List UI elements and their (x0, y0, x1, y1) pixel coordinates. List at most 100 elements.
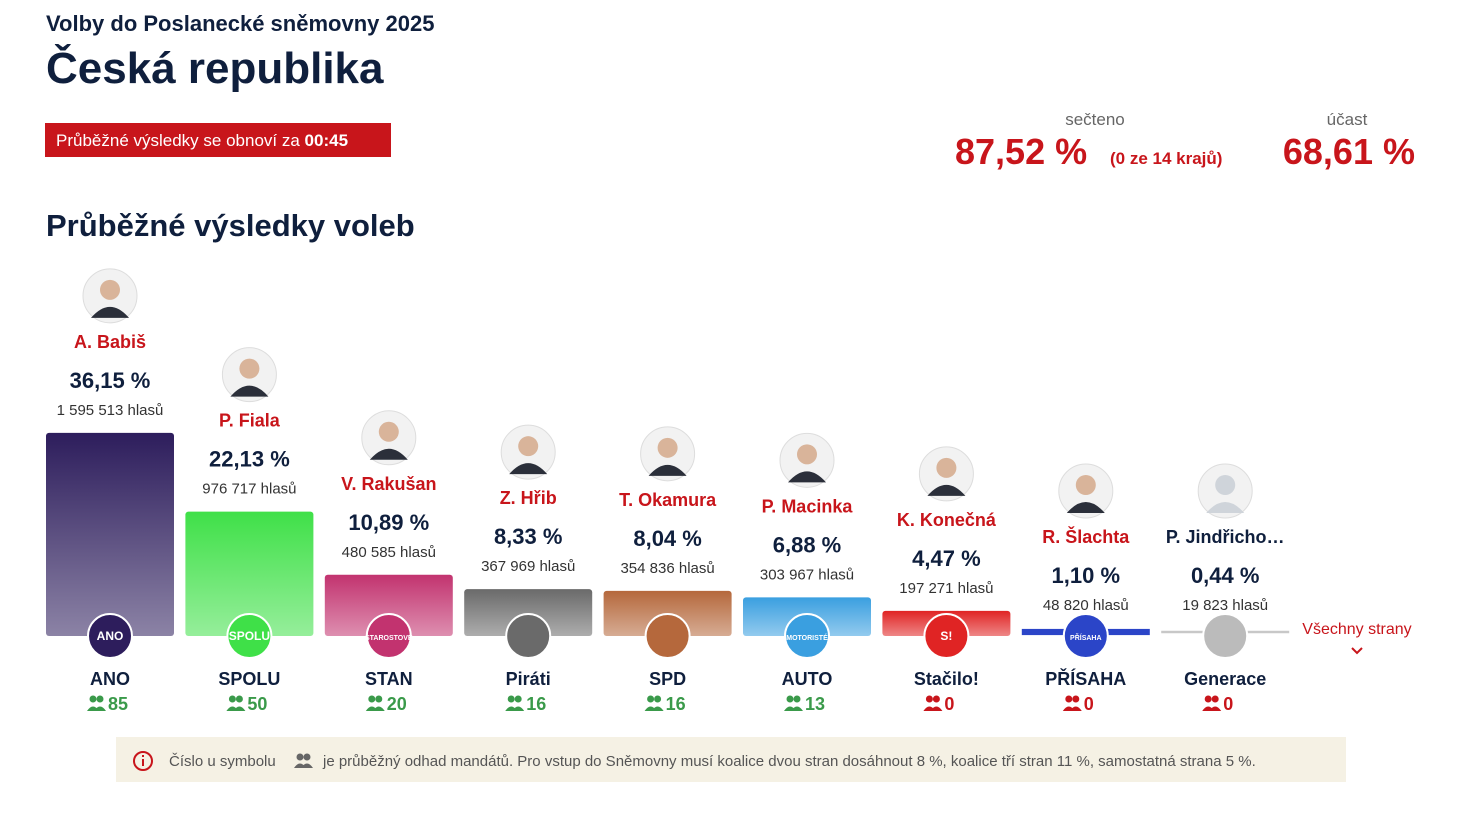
seat-icon-head (1065, 695, 1073, 703)
leader-name: P. Jindřicho… (1166, 527, 1285, 547)
vote-count: 303 967 hlasů (760, 566, 854, 583)
leader-name: P. Macinka (762, 496, 854, 516)
seat-icon-body (505, 706, 525, 711)
seat-icon-head (1204, 695, 1212, 703)
seat-icon (365, 695, 385, 711)
party-logo (1202, 613, 1249, 659)
leader-photo-body (927, 484, 966, 496)
all-parties-link[interactable]: Všechny strany (1302, 621, 1411, 638)
leader-photo-head (657, 437, 678, 458)
party-logo-text: SPOLU (229, 629, 270, 643)
seat-icon-head (375, 695, 383, 703)
leader-photo-body (1206, 502, 1245, 513)
vote-count: 367 969 hlasů (481, 558, 575, 575)
seat-icon-body (923, 706, 943, 711)
seat-icon-body (87, 706, 106, 711)
seat-count: 0 (1223, 694, 1233, 714)
leader-name: Z. Hřib (500, 488, 557, 508)
info-icon (133, 751, 153, 771)
seat-icon-head (228, 695, 236, 703)
party-logo-text: STAROSTOVÉ (365, 633, 413, 642)
info-icon-bar (142, 759, 144, 766)
refresh-banner (45, 123, 391, 157)
party-logo-text: PŘÍSAHA (1070, 633, 1102, 642)
leader-name: K. Konečná (897, 510, 997, 530)
seat-icon-body (644, 706, 664, 711)
value-label: 4,47 % (912, 546, 981, 571)
leader-name: P. Fiala (219, 411, 281, 431)
seat-count: 85 (108, 694, 128, 714)
value-label: 1,10 % (1052, 563, 1121, 588)
party-name: STAN (365, 669, 413, 689)
vote-count: 976 717 hlasů (202, 481, 296, 498)
seat-icon (923, 695, 943, 711)
value-label: 10,89 % (348, 510, 429, 535)
counted-label: sečteno (1065, 110, 1125, 129)
leader-photo-head (518, 436, 539, 457)
turnout-value: 68,61 % (1283, 131, 1415, 172)
refresh-text: Průběžné výsledky se obnoví za (56, 131, 300, 150)
leader-name: T. Okamura (619, 490, 717, 510)
party-logo (784, 613, 830, 659)
vote-count: 480 585 hlasů (342, 544, 436, 561)
seat-count: 20 (387, 694, 407, 714)
seat-icon-head (1211, 695, 1219, 703)
party-logo (923, 613, 970, 659)
info-icon-dot (142, 755, 144, 757)
seat-icon-head (1072, 695, 1080, 703)
party-name: SPD (649, 669, 686, 689)
party-name: AUTO (782, 669, 833, 689)
seat-count: 16 (526, 694, 546, 714)
seat-icon-body (226, 706, 246, 711)
seat-icon-head (514, 695, 522, 703)
value-label: 0,44 % (1191, 563, 1260, 588)
seat-icon-body (784, 706, 803, 711)
leader-name: R. Šlachta (1042, 526, 1130, 547)
leader-photo-head (797, 444, 817, 465)
seat-icon-body (1062, 706, 1082, 711)
seat-count: 50 (247, 694, 267, 714)
counted-note: (0 ze 14 krajů) (1110, 149, 1222, 168)
value-label: 8,04 % (633, 526, 702, 551)
value-label: 22,13 % (209, 447, 290, 472)
bar (464, 589, 593, 636)
leader-photo-head (239, 358, 260, 379)
leader-photo-head (378, 421, 399, 442)
vote-count: 1 595 513 hlasů (57, 402, 164, 419)
footer-text-a: Číslo u symbolu (169, 753, 276, 770)
chevron[interactable] (1351, 647, 1363, 655)
seat-icon-head (647, 695, 655, 703)
party-name: ANO (90, 669, 130, 689)
party-logo (87, 613, 133, 659)
party-logo-text: ANO (97, 629, 124, 643)
leader-photo-head (1215, 475, 1236, 495)
value-label: 6,88 % (773, 532, 842, 557)
bar (46, 432, 174, 636)
footer-box (116, 737, 1346, 782)
leader-photo-body (230, 385, 269, 397)
turnout-label: účast (1327, 110, 1368, 129)
leader-photo-body (369, 448, 408, 460)
seat-icon (784, 695, 803, 711)
seat-icon-head (925, 695, 933, 703)
seat-icon-head (932, 695, 940, 703)
seat-icon-head (89, 695, 97, 703)
leader-photo-head (100, 279, 120, 300)
seat-icon-head (368, 695, 376, 703)
footer-text-b: je průběžný odhad mandátů. Pro vstup do … (322, 753, 1256, 770)
party-logo (644, 613, 691, 659)
bar (324, 574, 453, 636)
subtitle: Volby do Poslanecké sněmovny 2025 (46, 11, 434, 36)
leader-photo-head (1075, 475, 1096, 495)
seat-count: 0 (944, 694, 954, 714)
vote-count: 19 823 hlasů (1182, 597, 1268, 614)
party-logo (1062, 613, 1109, 659)
seat-icon-body (365, 706, 385, 711)
seat-count: 13 (805, 694, 825, 714)
party-logo (365, 613, 412, 659)
leader-name: A. Babiš (74, 332, 146, 352)
section-title: Průběžné výsledky voleb (46, 208, 415, 243)
party-logo (505, 613, 552, 659)
vote-count: 48 820 hlasů (1043, 597, 1129, 614)
